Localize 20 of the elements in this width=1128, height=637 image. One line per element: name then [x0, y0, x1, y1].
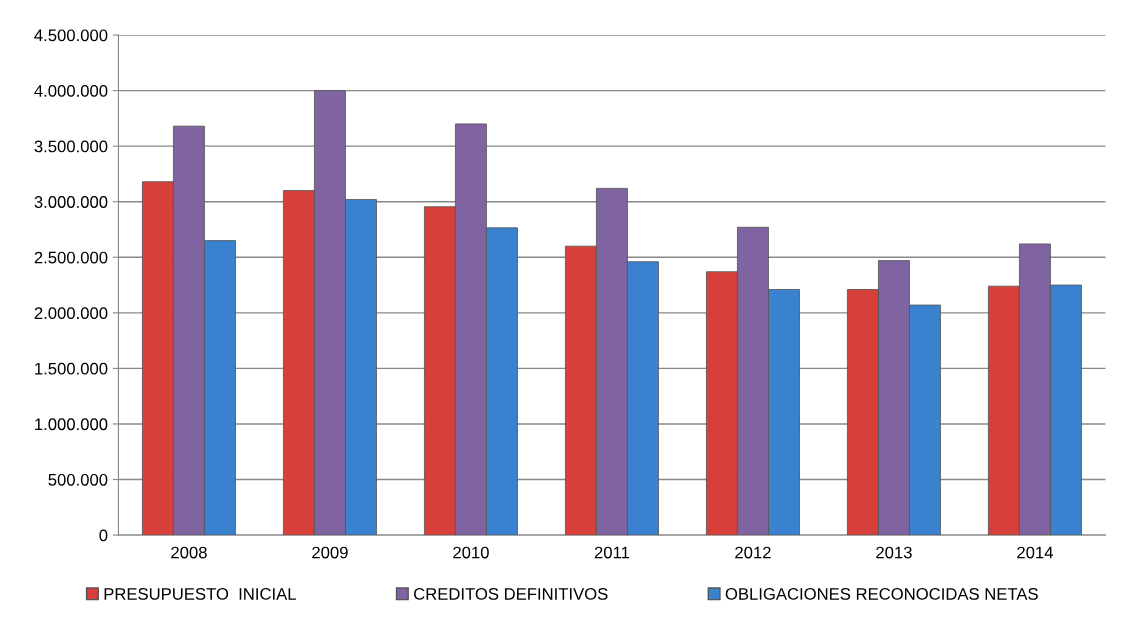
x-tick-label: 2012 [735, 546, 771, 559]
y-tick-label: 1.000.000 [35, 418, 108, 431]
y-tick-label: 3.000.000 [34, 196, 108, 208]
legend-label: CREDITOS DEFINITIVOS [414, 588, 608, 600]
legend-label: PRESUPUESTO INICIAL [104, 588, 296, 600]
legend-label: OBLIGACIONES RECONOCIDAS NETAS [725, 588, 1038, 600]
y-tick-label: 2.500.000 [34, 251, 108, 264]
x-tick-label: 2008 [171, 546, 207, 559]
x-tick-label: 2014 [1017, 546, 1053, 559]
y-tick-label: 0 [99, 529, 108, 542]
x-tick-label: 2009 [312, 546, 348, 559]
x-tick-label: 2011 [594, 546, 630, 559]
y-tick-label: 1.500.000 [35, 362, 108, 375]
y-tick-label: 2.000.000 [34, 307, 108, 320]
y-tick-label: 500.000 [48, 473, 108, 486]
x-tick-label: 2010 [453, 546, 489, 559]
y-tick-label: 4.000.000 [34, 85, 108, 97]
y-tick-label: 3.500.000 [34, 140, 108, 153]
y-tick-label: 4.500.000 [34, 29, 108, 42]
x-tick-label: 2013 [876, 546, 912, 559]
